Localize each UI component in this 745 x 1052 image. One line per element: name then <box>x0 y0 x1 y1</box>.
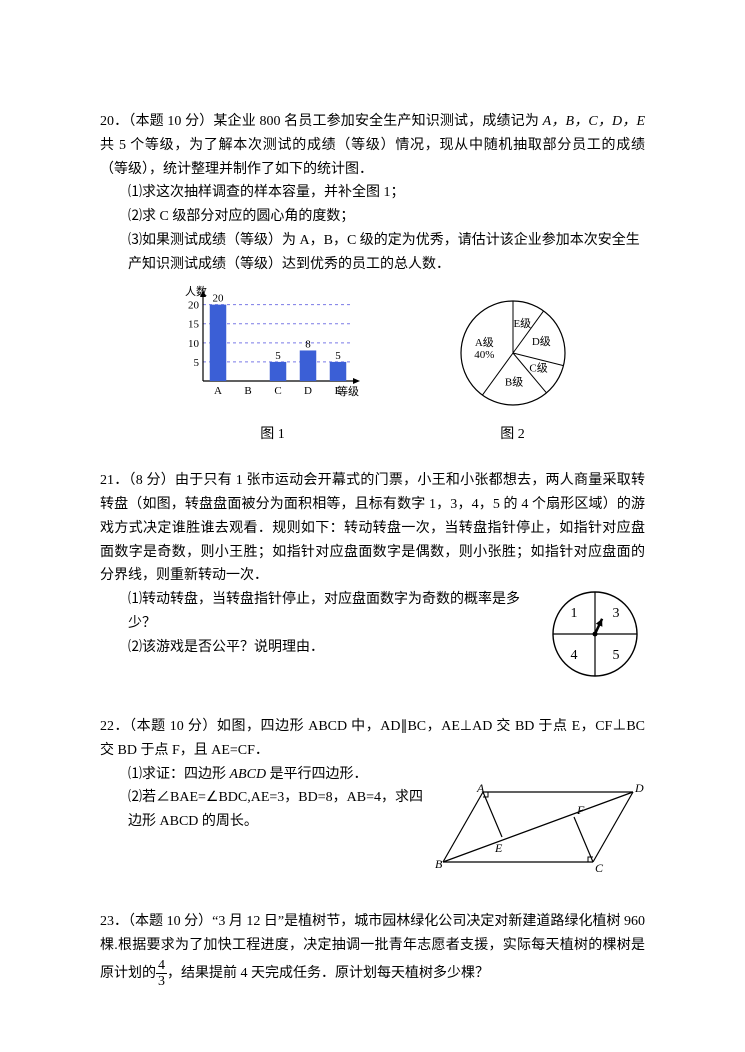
q22-number: 22． <box>100 719 129 734</box>
q23-frac-num: 4 <box>156 958 167 974</box>
q20-number: 20． <box>100 114 128 129</box>
q21-points: （8 分） <box>129 473 175 488</box>
q22-para-wrap: A D B C E F <box>435 784 645 888</box>
q22-s1-post: 是平行四边形． <box>270 767 368 782</box>
q21-spinner: 1 3 4 5 <box>545 584 645 684</box>
svg-text:B级: B级 <box>504 375 522 388</box>
svg-text:5: 5 <box>193 356 199 368</box>
q22-stem: 22．（本题 10 分）如图，四边形 ABCD 中，AD∥BC，AE⊥AD 交 … <box>100 715 645 763</box>
q20-figures: 5101520人数等级20AB5C8D5E 图 1 A级40%B级C级D级E级 … <box>100 283 645 448</box>
q22-sub1: ⑴求证：四边形 ABCD 是平行四边形． <box>100 763 645 787</box>
svg-text:15: 15 <box>188 318 200 330</box>
q22-points: （本题 10 分） <box>129 719 217 734</box>
svg-text:20: 20 <box>212 292 224 304</box>
q22-s1-mid: ABCD <box>226 767 270 782</box>
question-20: 20．（本题 10 分）某企业 800 名员工参加安全生产知识测试，成绩记为 A… <box>100 110 645 447</box>
q20-stem2: 共 5 个等级，为了解本次测试的成绩（等级）情况，现从中随机抽取部分员工的成绩（… <box>100 138 645 177</box>
q21-spinner-wrap: 1 3 4 5 <box>545 584 645 693</box>
q20-fig2-wrap: A级40% B级 C级 D级E级 图 2 <box>453 293 573 448</box>
q23-number: 23． <box>100 914 128 929</box>
q23-stem: 23．（本题 10 分）“3 月 12 日”是植树节，城市园林绿化公司决定对新建… <box>100 910 645 989</box>
svg-text:A: A <box>214 385 222 397</box>
svg-text:E: E <box>334 385 341 397</box>
q20-fig1-wrap: 5101520人数等级20AB5C8D5E 图 1 <box>173 283 373 448</box>
q21-number: 21． <box>100 473 129 488</box>
q20-stem1: 某企业 800 名员工参加安全生产知识测试，成绩记为 <box>213 114 542 129</box>
q23-frac-den: 3 <box>156 974 167 989</box>
q20-points: （本题 10 分） <box>128 114 213 129</box>
svg-text:20: 20 <box>188 299 200 311</box>
svg-text:C: C <box>595 861 604 875</box>
q20-grades: A，B，C，D，E <box>543 114 645 129</box>
q20-fig2-caption: 图 2 <box>453 423 573 447</box>
svg-text:E: E <box>494 841 503 855</box>
svg-text:5: 5 <box>335 349 341 361</box>
q23-stem-post: ，结果提前 4 天完成任务．原计划每天植树多少棵？ <box>167 966 489 981</box>
q21-stem: 21．（8 分）由于只有 1 张市运动会开幕式的门票，小王和小张都想去，两人商量… <box>100 469 645 588</box>
svg-text:A级: A级 <box>474 336 493 349</box>
q20-fig1-caption: 图 1 <box>173 423 373 447</box>
svg-text:5: 5 <box>613 648 620 663</box>
q20-sub1: ⑴求这次抽样调查的样本容量，并补全图 1； <box>100 181 645 205</box>
svg-text:A: A <box>476 784 485 795</box>
svg-text:B: B <box>244 385 251 397</box>
svg-text:5: 5 <box>275 349 281 361</box>
svg-text:8: 8 <box>305 338 311 350</box>
svg-text:40%: 40% <box>474 349 494 361</box>
q20-sub2: ⑵求 C 级部分对应的圆心角的度数； <box>100 205 645 229</box>
q22-parallelogram: A D B C E F <box>435 784 645 879</box>
question-22: 22．（本题 10 分）如图，四边形 ABCD 中，AD∥BC，AE⊥AD 交 … <box>100 715 645 888</box>
q20-stem: 20．（本题 10 分）某企业 800 名员工参加安全生产知识测试，成绩记为 A… <box>100 110 645 181</box>
svg-text:F: F <box>576 803 585 817</box>
svg-text:3: 3 <box>613 606 620 621</box>
svg-text:人数: 人数 <box>185 285 207 298</box>
question-23: 23．（本题 10 分）“3 月 12 日”是植树节，城市园林绿化公司决定对新建… <box>100 910 645 989</box>
svg-text:1: 1 <box>571 606 578 621</box>
q22-s1-pre: ⑴求证：四边形 <box>128 767 226 782</box>
q23-fraction: 43 <box>156 958 167 990</box>
q20-pie-chart: A级40% B级 C级 D级E级 <box>453 293 573 413</box>
svg-text:D: D <box>634 784 644 795</box>
svg-text:D: D <box>304 385 312 397</box>
q23-points: （本题 10 分） <box>128 914 212 929</box>
q20-sub3: ⑶如果测试成绩（等级）为 A，B，C 级的定为优秀，请估计该企业参加本次安全生产… <box>100 229 645 277</box>
svg-text:C: C <box>274 385 281 397</box>
svg-text:B: B <box>435 857 443 871</box>
svg-text:10: 10 <box>188 337 200 349</box>
svg-text:D级: D级 <box>531 335 550 348</box>
q21-stem-text: 由于只有 1 张市运动会开幕式的门票，小王和小张都想去，两人商量采取转转盘（如图… <box>100 473 645 583</box>
question-21: 21．（8 分）由于只有 1 张市运动会开幕式的门票，小王和小张都想去，两人商量… <box>100 469 645 693</box>
svg-text:C级: C级 <box>529 361 547 374</box>
svg-text:E级: E级 <box>513 316 531 329</box>
svg-text:4: 4 <box>571 648 578 663</box>
q20-bar-chart: 5101520人数等级20AB5C8D5E <box>173 283 373 413</box>
